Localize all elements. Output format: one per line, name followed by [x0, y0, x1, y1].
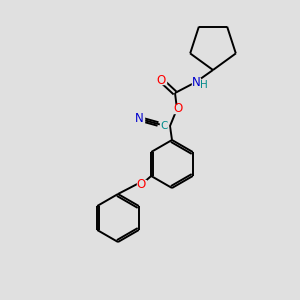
Text: N: N	[135, 112, 143, 125]
Bar	[137, 180, 146, 188]
Text: H: H	[200, 80, 208, 90]
Text: C: C	[160, 121, 168, 131]
Text: N: N	[192, 76, 200, 88]
Text: O: O	[156, 74, 166, 86]
Text: O: O	[136, 178, 146, 190]
Bar	[134, 115, 143, 123]
Bar	[160, 122, 168, 130]
Bar	[192, 78, 200, 86]
Bar	[172, 105, 182, 113]
Bar	[157, 76, 166, 84]
Text: O: O	[173, 103, 183, 116]
